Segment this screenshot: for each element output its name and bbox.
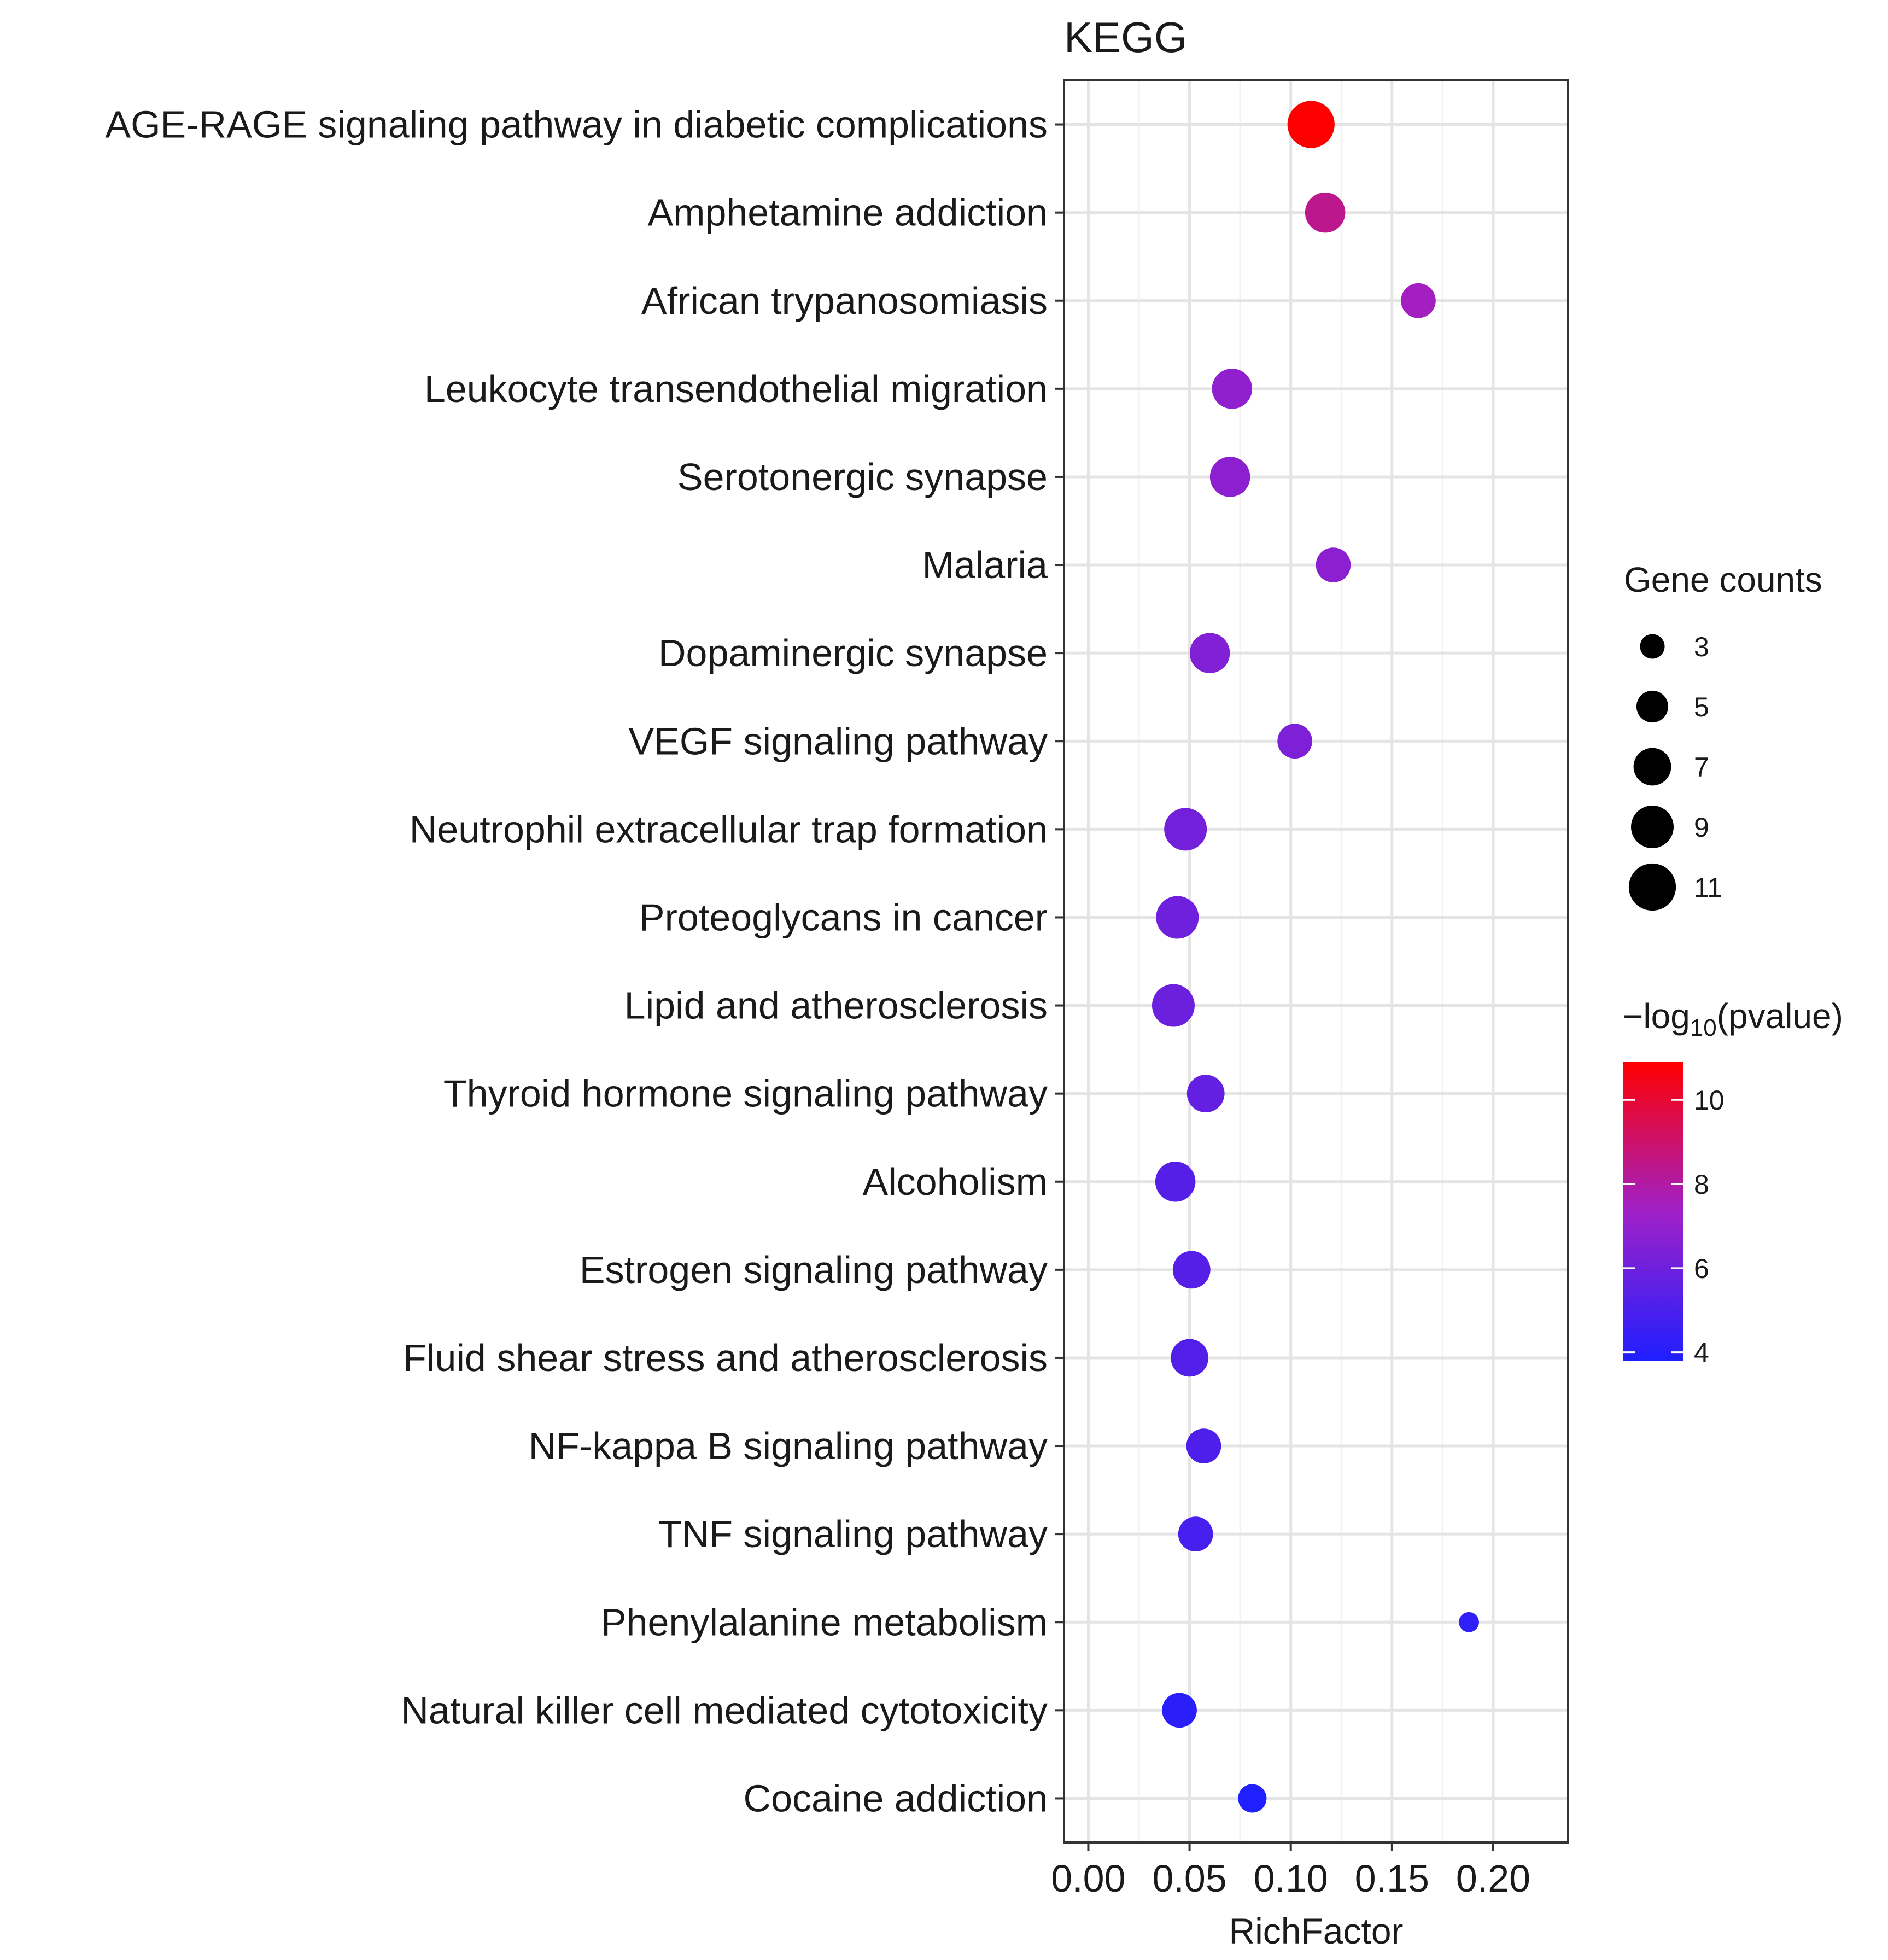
size-legend-dot bbox=[1640, 634, 1665, 659]
data-point bbox=[1172, 1251, 1211, 1289]
y-tick-label: Thyroid hormone signaling pathway bbox=[443, 1072, 1048, 1115]
y-tick-label: AGE-RAGE signaling pathway in diabetic c… bbox=[105, 103, 1048, 146]
data-point bbox=[1209, 457, 1250, 497]
color-bar bbox=[1623, 1062, 1683, 1361]
y-tick-label: Cocaine addiction bbox=[744, 1777, 1048, 1819]
color-legend-title: −log10(pvalue) bbox=[1623, 996, 1843, 1041]
data-point bbox=[1171, 1339, 1208, 1377]
y-tick-label: NF-kappa B signaling pathway bbox=[529, 1425, 1048, 1467]
y-tick-label: VEGF signaling pathway bbox=[628, 720, 1048, 762]
data-point bbox=[1212, 369, 1253, 409]
color-legend-ticks: 4 6 8 10 bbox=[1623, 1085, 1725, 1368]
data-point bbox=[1186, 1075, 1225, 1113]
data-point bbox=[1316, 547, 1351, 582]
data-point bbox=[1155, 1161, 1196, 1202]
size-legend-label: 9 bbox=[1694, 812, 1709, 843]
size-legend-label: 3 bbox=[1694, 632, 1709, 662]
data-point bbox=[1189, 633, 1230, 673]
size-legend-dot bbox=[1633, 748, 1671, 786]
color-tick-label: 10 bbox=[1694, 1085, 1725, 1116]
x-tick-label: 0.15 bbox=[1355, 1857, 1429, 1900]
data-point bbox=[1151, 984, 1195, 1027]
color-legend-title-prefix: −log bbox=[1623, 996, 1690, 1036]
y-tick-label: Proteoglycans in cancer bbox=[639, 896, 1048, 938]
data-point bbox=[1459, 1612, 1479, 1632]
plot-border bbox=[1063, 79, 1569, 1844]
size-legend-title: Gene counts bbox=[1624, 560, 1822, 599]
data-point bbox=[1287, 101, 1335, 148]
size-legend-label: 11 bbox=[1694, 872, 1722, 903]
data-point bbox=[1178, 1516, 1213, 1551]
y-tick-label: Dopaminergic synapse bbox=[658, 632, 1048, 674]
data-point bbox=[1164, 808, 1207, 851]
y-tick-label: Neutrophil extracellular trap formation bbox=[410, 808, 1048, 850]
color-tick-label: 8 bbox=[1694, 1169, 1709, 1200]
color-tick-label: 4 bbox=[1694, 1338, 1709, 1368]
y-tick-label: TNF signaling pathway bbox=[658, 1513, 1048, 1555]
size-legend-items: 3 5 7 9 11 bbox=[1628, 632, 1722, 911]
size-legend-label: 5 bbox=[1694, 692, 1709, 722]
y-tick-label: Natural killer cell mediated cytotoxicit… bbox=[401, 1689, 1048, 1731]
plot-panel bbox=[1064, 80, 1568, 1842]
size-legend-dot bbox=[1628, 863, 1676, 911]
x-tick-label: 0.10 bbox=[1254, 1857, 1328, 1900]
y-tick-label: Amphetamine addiction bbox=[647, 191, 1048, 234]
data-point bbox=[1186, 1428, 1221, 1463]
color-tick-label: 6 bbox=[1694, 1253, 1709, 1284]
data-point bbox=[1305, 192, 1346, 233]
size-legend: Gene counts 3 5 7 9 11 bbox=[1624, 560, 1822, 911]
size-legend-dot bbox=[1631, 806, 1674, 848]
data-points bbox=[1151, 101, 1479, 1813]
y-axis: AGE-RAGE signaling pathway in diabetic c… bbox=[105, 103, 1064, 1819]
y-tick-label: Fluid shear stress and atherosclerosis bbox=[403, 1337, 1048, 1379]
color-legend-title-sub: 10 bbox=[1690, 1014, 1717, 1041]
x-axis: 0.00 0.05 0.10 0.15 0.20 bbox=[1051, 1842, 1530, 1900]
size-legend-label: 7 bbox=[1694, 752, 1709, 783]
data-point bbox=[1277, 724, 1312, 759]
y-tick-label: Lipid and atherosclerosis bbox=[624, 984, 1048, 1027]
size-legend-dot bbox=[1636, 690, 1669, 723]
x-axis-title: RichFactor bbox=[1229, 1911, 1403, 1951]
y-tick-label: Serotonergic synapse bbox=[677, 456, 1048, 498]
color-legend-title-suffix: (pvalue) bbox=[1717, 996, 1843, 1036]
data-point bbox=[1156, 896, 1199, 939]
y-tick-label: African trypanosomiasis bbox=[641, 279, 1048, 322]
y-tick-label: Estrogen signaling pathway bbox=[580, 1249, 1048, 1291]
x-tick-label: 0.20 bbox=[1456, 1857, 1530, 1900]
data-point bbox=[1238, 1784, 1267, 1813]
x-tick-label: 0.05 bbox=[1152, 1857, 1226, 1900]
chart-title: KEGG bbox=[1064, 13, 1187, 61]
x-tick-label: 0.00 bbox=[1051, 1857, 1125, 1900]
y-tick-label: Phenylalanine metabolism bbox=[601, 1601, 1048, 1643]
data-point bbox=[1401, 283, 1436, 318]
y-tick-label: Malaria bbox=[922, 544, 1048, 586]
y-tick-label: Leukocyte transendothelial migration bbox=[424, 368, 1048, 410]
data-point bbox=[1162, 1693, 1197, 1728]
y-tick-label: Alcoholism bbox=[863, 1160, 1048, 1203]
